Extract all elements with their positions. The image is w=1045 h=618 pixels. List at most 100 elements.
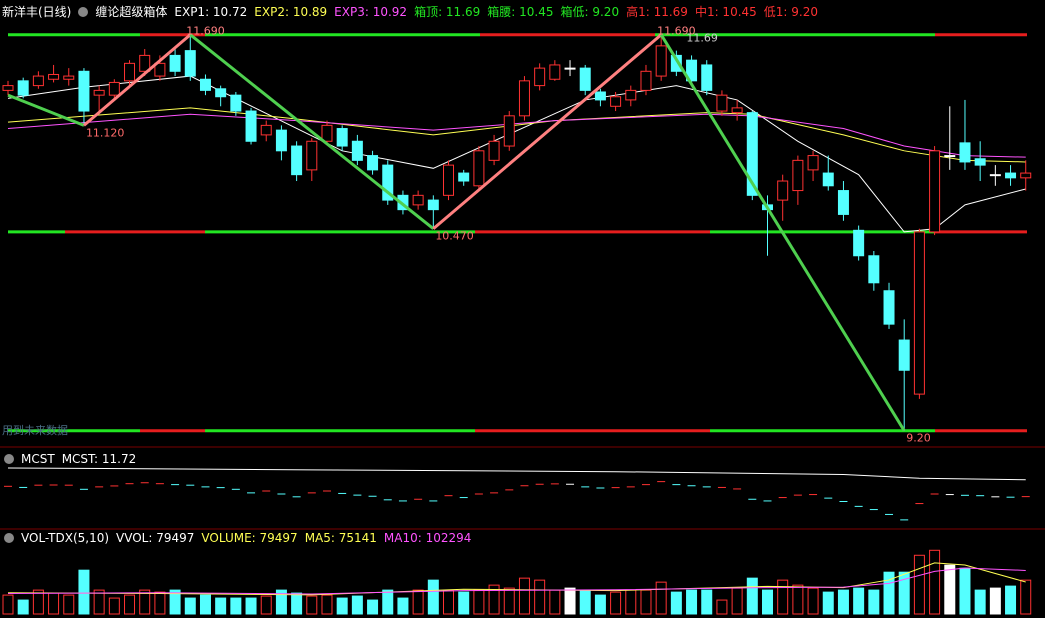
settings-icon[interactable] <box>78 7 89 17</box>
volume-bar <box>245 597 257 615</box>
candle-body <box>746 112 758 196</box>
volume-bar <box>184 597 196 615</box>
candle-body <box>351 140 363 161</box>
candle-body <box>594 91 606 101</box>
volume-bar <box>351 595 363 615</box>
volume-bar <box>564 587 576 615</box>
candle-body <box>518 80 530 117</box>
legend-entry: VOLUME: 79497 <box>201 531 298 545</box>
candle-body <box>184 50 196 77</box>
exp-line <box>7 107 1026 163</box>
zigzag-segment <box>7 93 85 127</box>
candle-body <box>989 174 1001 177</box>
legend-entry: MA5: 75141 <box>304 531 377 545</box>
pivot-label: 11.690 <box>186 25 225 38</box>
candle-body <box>458 172 470 182</box>
pivot-label: 11.690 <box>657 25 696 38</box>
volume-bar <box>215 597 227 615</box>
candle-body <box>78 70 90 112</box>
candle-body <box>868 255 880 284</box>
volume-bar <box>610 591 622 615</box>
candle-body <box>731 107 743 114</box>
candle-body <box>336 128 348 147</box>
volume-bar <box>807 587 819 615</box>
candle-body <box>199 78 211 91</box>
header-value: EXP1: 10.72 <box>174 5 248 19</box>
legend-entry: VVOL: 79497 <box>116 531 195 545</box>
volume-bar <box>868 589 880 615</box>
candle-body <box>503 115 515 147</box>
volume-bar <box>367 599 379 615</box>
volume-bar <box>382 589 394 615</box>
candle-body <box>488 140 500 161</box>
volume-bar <box>686 589 698 615</box>
volume-bar <box>199 594 211 615</box>
candle-body <box>230 94 242 112</box>
candle-body <box>929 150 941 233</box>
panel-title[interactable]: VOL-TDX(5,10) <box>21 531 110 545</box>
pivot-label: 11.120 <box>86 126 125 139</box>
volume-bar <box>625 589 637 615</box>
candle-body <box>716 94 728 112</box>
volume-bar <box>837 589 849 615</box>
volume-bar <box>291 592 303 615</box>
candle-body <box>427 199 439 211</box>
volume-bar <box>336 597 348 615</box>
exp-line <box>7 75 1026 233</box>
candle-body <box>245 110 257 142</box>
settings-icon[interactable] <box>4 533 14 543</box>
candle-body <box>291 145 303 176</box>
candle-body <box>701 64 713 91</box>
volume-bar <box>93 589 105 615</box>
volume-bar <box>594 594 606 615</box>
candle-body <box>275 129 287 152</box>
zigzag-segment <box>432 33 663 230</box>
volume-bar <box>731 587 743 615</box>
volume-bar <box>518 577 530 615</box>
candle-body <box>1005 172 1017 179</box>
volume-bar <box>762 589 773 615</box>
volume-bar <box>275 589 287 615</box>
volume-bar <box>169 589 181 615</box>
candle-body <box>473 150 485 187</box>
candle-body <box>321 124 333 142</box>
header-value: 中1: 10.45 <box>694 5 757 19</box>
pivot-label: 9.20 <box>906 432 931 445</box>
panel-title[interactable]: MCST <box>21 452 55 466</box>
volume-bar <box>108 597 120 615</box>
zigzag-segment <box>189 33 435 230</box>
volume-bar <box>154 591 166 615</box>
header-value: 箱腰: 10.45 <box>487 5 554 19</box>
volume-bar <box>989 587 1001 615</box>
volume-bar <box>898 571 910 615</box>
header-value: EXP2: 10.89 <box>254 5 328 19</box>
header-value: 高1: 11.69 <box>626 5 688 19</box>
settings-icon[interactable] <box>4 454 14 464</box>
candle-body <box>959 142 971 163</box>
mcst-line <box>7 467 1026 481</box>
legend-entry: MCST: 11.72 <box>61 452 137 466</box>
candle-body <box>913 231 925 395</box>
candle-body <box>412 194 424 206</box>
candle-body <box>686 59 698 82</box>
candle-body <box>564 67 576 70</box>
candle-body <box>260 124 272 136</box>
candle-body <box>822 172 834 187</box>
volume-bar <box>443 589 455 615</box>
volume-bar <box>974 589 986 615</box>
pivot-label: 10.470 <box>435 230 474 243</box>
candle-body <box>549 64 561 80</box>
candle-body <box>154 62 166 77</box>
volume-bar <box>579 589 591 615</box>
volume-bar <box>412 589 424 615</box>
volume-bar <box>944 564 956 615</box>
candle-body <box>443 164 455 196</box>
candle-body <box>655 45 667 77</box>
candle-body <box>17 80 29 96</box>
candle-body <box>139 54 151 72</box>
indicator-name[interactable]: 缠论超级箱体 <box>95 5 168 19</box>
volume-bar <box>139 589 151 615</box>
candle-body <box>367 155 379 171</box>
candle-body <box>93 89 105 96</box>
